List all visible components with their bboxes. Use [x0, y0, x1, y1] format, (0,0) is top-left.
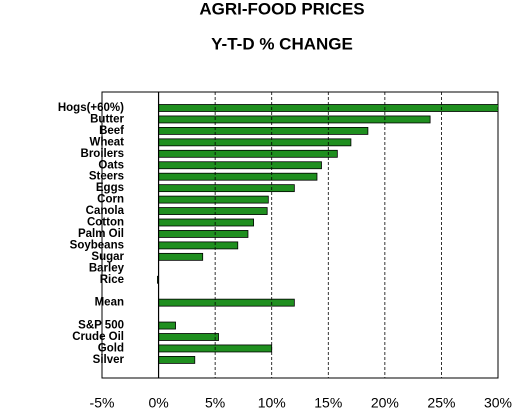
category-label: Gold	[98, 342, 124, 354]
bar	[158, 321, 176, 330]
category-label: Oats	[98, 159, 124, 171]
x-tick-label: 20%	[371, 395, 399, 410]
category-label: Sugar	[91, 251, 124, 263]
category-label: Eggs	[96, 182, 124, 194]
bars	[157, 104, 498, 364]
chart-subtitle: Y-T-D % CHANGE	[211, 34, 353, 53]
bar	[158, 230, 249, 238]
bar	[158, 115, 431, 124]
category-label: Crude Oil	[72, 331, 124, 343]
x-tick-label: -5%	[90, 395, 115, 410]
bar	[158, 218, 255, 227]
category-label: Palm Oil	[78, 228, 124, 240]
x-tick-label: 10%	[258, 395, 286, 410]
bar	[158, 172, 318, 181]
category-label: S&P 500	[78, 320, 124, 332]
bar	[158, 161, 322, 170]
category-label: Rice	[100, 274, 124, 286]
bar	[158, 298, 295, 307]
category-label: Broilers	[81, 148, 124, 160]
category-label: Silver	[93, 354, 125, 366]
bar	[158, 138, 352, 147]
category-label: Barley	[89, 262, 125, 274]
category-label: Wheat	[90, 136, 125, 148]
bar	[158, 207, 268, 215]
bar	[158, 184, 295, 193]
category-label: Corn	[97, 194, 124, 206]
bar	[158, 195, 269, 204]
category-label: Steers	[89, 171, 124, 183]
x-tick-label: 15%	[314, 395, 342, 410]
category-label: Hogs(+60%)	[58, 102, 124, 114]
chart-title: AGRI-FOOD PRICES	[199, 0, 364, 18]
bar	[158, 127, 369, 135]
category-label: Beef	[99, 125, 124, 137]
category-label: Soybeans	[70, 239, 124, 251]
category-label: Canola	[86, 205, 125, 217]
x-tick-label: 5%	[205, 395, 225, 410]
category-label: Cotton	[87, 217, 124, 229]
bar	[158, 241, 239, 250]
category-label: Butter	[90, 113, 124, 125]
bar	[158, 355, 196, 364]
x-tick-label: 30%	[484, 395, 512, 410]
x-tick-label: 25%	[427, 395, 455, 410]
bar	[158, 333, 219, 341]
bar	[158, 252, 204, 261]
bar	[158, 104, 498, 112]
category-label: Mean	[95, 297, 124, 309]
x-tick-label: 0%	[148, 395, 168, 410]
bar	[158, 149, 338, 158]
